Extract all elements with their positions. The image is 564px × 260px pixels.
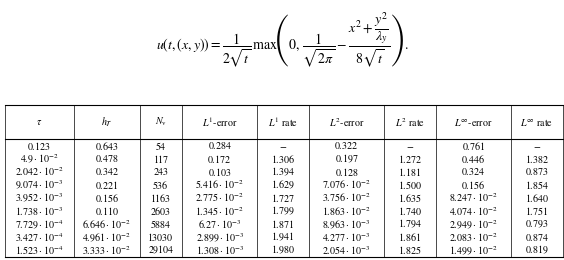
Text: $1.799$: $1.799$ — [271, 205, 295, 217]
Text: $0.643$: $0.643$ — [95, 140, 118, 152]
Text: $2.949 \cdot 10^{-2}$: $2.949 \cdot 10^{-2}$ — [450, 218, 498, 231]
Text: $0.478$: $0.478$ — [95, 153, 118, 164]
Text: $2.054 \cdot 10^{-3}$: $2.054 \cdot 10^{-3}$ — [323, 244, 371, 257]
Text: $3.756 \cdot 10^{-2}$: $3.756 \cdot 10^{-2}$ — [322, 192, 371, 204]
Text: $1.941$: $1.941$ — [271, 231, 295, 243]
Text: $2.899 \cdot 10^{-3}$: $2.899 \cdot 10^{-3}$ — [196, 231, 244, 244]
Text: $1.306$: $1.306$ — [271, 153, 295, 165]
Text: $0.123$: $0.123$ — [27, 140, 51, 152]
Text: $8.963 \cdot 10^{-3}$: $8.963 \cdot 10^{-3}$ — [323, 218, 371, 231]
Text: $1.738 \cdot 10^{-3}$: $1.738 \cdot 10^{-3}$ — [15, 205, 63, 218]
Text: $L^1$ rate: $L^1$ rate — [268, 115, 298, 129]
Text: $u(t,(x,y)) = \dfrac{1}{2\sqrt{t}}\,\mathrm{max}\!\left(0,\,\dfrac{1}{\sqrt{2\pi: $u(t,(x,y)) = \dfrac{1}{2\sqrt{t}}\,\mat… — [156, 10, 408, 69]
Text: $29104$: $29104$ — [148, 244, 174, 256]
Text: $2603$: $2603$ — [150, 205, 171, 217]
Text: $4.9 \cdot 10^{-2}$: $4.9 \cdot 10^{-2}$ — [20, 152, 59, 165]
Text: $2.083 \cdot 10^{-2}$: $2.083 \cdot 10^{-2}$ — [450, 231, 498, 244]
Text: $4.277 \cdot 10^{-3}$: $4.277 \cdot 10^{-3}$ — [323, 231, 371, 244]
Text: $1.523 \cdot 10^{-4}$: $1.523 \cdot 10^{-4}$ — [15, 244, 63, 257]
Text: $-$: $-$ — [533, 141, 541, 151]
Text: $1.345 \cdot 10^{-2}$: $1.345 \cdot 10^{-2}$ — [195, 205, 244, 218]
Text: $1.499 \cdot 10^{-2}$: $1.499 \cdot 10^{-2}$ — [450, 244, 498, 257]
Text: $1.394$: $1.394$ — [271, 166, 295, 178]
Text: $L^1$-error: $L^1$-error — [202, 115, 237, 129]
Text: $1.308 \cdot 10^{-3}$: $1.308 \cdot 10^{-3}$ — [196, 244, 244, 257]
Text: $536$: $536$ — [152, 179, 169, 191]
Text: $4.074 \cdot 10^{-2}$: $4.074 \cdot 10^{-2}$ — [450, 205, 498, 218]
Text: $1.635$: $1.635$ — [398, 192, 422, 204]
Text: $0.446$: $0.446$ — [461, 153, 486, 165]
Text: $-$: $-$ — [279, 141, 287, 151]
Text: $1.629$: $1.629$ — [271, 179, 295, 191]
Text: $1.727$: $1.727$ — [271, 192, 295, 204]
Text: $0.110$: $0.110$ — [95, 205, 119, 217]
Text: $0.172$: $0.172$ — [208, 153, 232, 165]
Text: $N_{\mathrm{v}}$: $N_{\mathrm{v}}$ — [155, 116, 167, 128]
Text: $1.382$: $1.382$ — [525, 153, 549, 165]
Text: $5884$: $5884$ — [150, 218, 171, 230]
Text: $7.076 \cdot 10^{-2}$: $7.076 \cdot 10^{-2}$ — [322, 178, 371, 191]
Text: $L^2$-error: $L^2$-error — [329, 116, 364, 129]
Text: $1.854$: $1.854$ — [525, 179, 549, 191]
Text: $-$: $-$ — [406, 141, 414, 151]
Text: $0.322$: $0.322$ — [334, 140, 359, 151]
Text: $1.272$: $1.272$ — [398, 153, 422, 165]
Text: $0.103$: $0.103$ — [208, 166, 231, 178]
Text: $117$: $117$ — [153, 153, 169, 165]
Text: $1.640$: $1.640$ — [525, 192, 549, 204]
Text: $3.333 \cdot 10^{-2}$: $3.333 \cdot 10^{-2}$ — [82, 244, 131, 257]
Text: $0.156$: $0.156$ — [461, 179, 486, 191]
Text: $0.819$: $0.819$ — [525, 244, 549, 256]
Text: $243$: $243$ — [153, 166, 169, 177]
Text: $1.751$: $1.751$ — [525, 205, 549, 217]
Text: $1163$: $1163$ — [150, 192, 171, 204]
Text: $3.952 \cdot 10^{-3}$: $3.952 \cdot 10^{-3}$ — [15, 192, 63, 204]
Text: $L^2$ rate: $L^2$ rate — [395, 116, 425, 129]
Text: $13030$: $13030$ — [147, 231, 174, 243]
Text: $L^\infty$-error: $L^\infty$-error — [454, 117, 493, 128]
Text: $2.042 \cdot 10^{-2}$: $2.042 \cdot 10^{-2}$ — [15, 165, 64, 178]
Text: $8.247 \cdot 10^{-2}$: $8.247 \cdot 10^{-2}$ — [450, 192, 498, 204]
Text: $0.761$: $0.761$ — [462, 140, 485, 152]
Text: $6.27 \cdot 10^{-3}$: $6.27 \cdot 10^{-3}$ — [198, 218, 241, 231]
Text: $0.793$: $0.793$ — [525, 219, 549, 230]
Text: $0.324$: $0.324$ — [461, 166, 486, 177]
Text: $1.980$: $1.980$ — [271, 244, 295, 256]
Text: $1.500$: $1.500$ — [398, 179, 422, 191]
Text: $2.775 \cdot 10^{-2}$: $2.775 \cdot 10^{-2}$ — [195, 192, 244, 204]
Text: $0.128$: $0.128$ — [334, 166, 359, 178]
Text: $4.961 \cdot 10^{-2}$: $4.961 \cdot 10^{-2}$ — [82, 231, 131, 244]
Text: $0.197$: $0.197$ — [334, 153, 359, 165]
Text: $0.221$: $0.221$ — [95, 179, 118, 191]
Text: $1.181$: $1.181$ — [398, 166, 422, 178]
Text: $1.861$: $1.861$ — [398, 231, 422, 243]
Text: $6.646 \cdot 10^{-2}$: $6.646 \cdot 10^{-2}$ — [82, 218, 131, 231]
Text: $L^\infty$ rate: $L^\infty$ rate — [521, 117, 553, 128]
Text: $1.825$: $1.825$ — [398, 244, 422, 256]
Text: $3.427 \cdot 10^{-4}$: $3.427 \cdot 10^{-4}$ — [15, 231, 63, 244]
Text: $0.284$: $0.284$ — [208, 140, 232, 151]
Text: $\tau$: $\tau$ — [36, 117, 42, 127]
Text: $1.871$: $1.871$ — [271, 218, 295, 230]
Text: $9.074 \cdot 10^{-3}$: $9.074 \cdot 10^{-3}$ — [15, 178, 63, 191]
Text: $54$: $54$ — [155, 140, 167, 152]
Text: $1.740$: $1.740$ — [398, 205, 422, 217]
Text: $0.873$: $0.873$ — [525, 166, 549, 177]
Text: $0.342$: $0.342$ — [95, 166, 119, 177]
Text: $7.729 \cdot 10^{-4}$: $7.729 \cdot 10^{-4}$ — [15, 218, 63, 231]
Text: $0.156$: $0.156$ — [95, 192, 119, 204]
Text: $1.863 \cdot 10^{-2}$: $1.863 \cdot 10^{-2}$ — [322, 205, 371, 218]
Text: $0.874$: $0.874$ — [525, 232, 549, 243]
Text: $h_{\mathcal{T}}$: $h_{\mathcal{T}}$ — [101, 115, 113, 129]
Text: $1.794$: $1.794$ — [398, 218, 422, 230]
Text: $5.416 \cdot 10^{-2}$: $5.416 \cdot 10^{-2}$ — [195, 178, 244, 191]
